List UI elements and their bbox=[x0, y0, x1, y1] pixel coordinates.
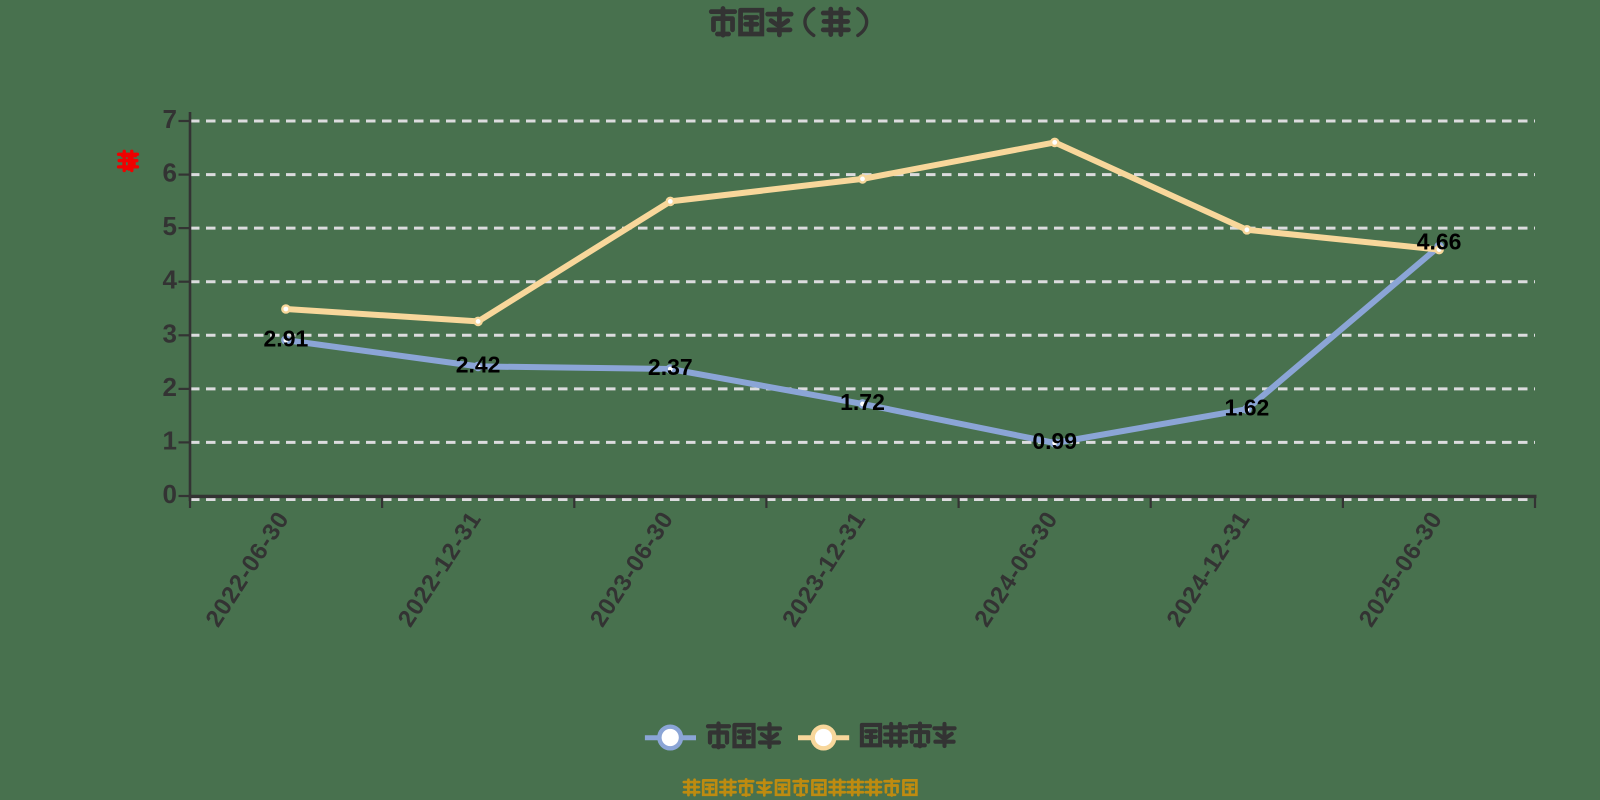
svg-text:2022-06-30: 2022-06-30 bbox=[201, 507, 295, 632]
svg-text:2022-12-31: 2022-12-31 bbox=[393, 507, 487, 632]
svg-text:2024-06-30: 2024-06-30 bbox=[969, 507, 1063, 632]
svg-text:5: 5 bbox=[163, 211, 177, 241]
svg-text:2.42: 2.42 bbox=[456, 352, 501, 378]
svg-text:2: 2 bbox=[163, 372, 177, 402]
svg-text:2025-06-30: 2025-06-30 bbox=[1354, 507, 1448, 632]
svg-text:2023-06-30: 2023-06-30 bbox=[585, 507, 679, 632]
svg-text:1.62: 1.62 bbox=[1225, 394, 1270, 420]
svg-text:7: 7 bbox=[163, 104, 177, 134]
svg-text:1.72: 1.72 bbox=[840, 389, 885, 415]
svg-text:2.37: 2.37 bbox=[648, 354, 693, 380]
svg-text:2.91: 2.91 bbox=[264, 325, 309, 351]
svg-text:2024-12-31: 2024-12-31 bbox=[1162, 507, 1256, 632]
svg-text:2023-12-31: 2023-12-31 bbox=[777, 507, 871, 632]
svg-text:0: 0 bbox=[163, 479, 177, 509]
svg-text:1: 1 bbox=[163, 425, 177, 455]
svg-text:4.66: 4.66 bbox=[1417, 228, 1462, 254]
svg-text:6: 6 bbox=[163, 158, 177, 188]
svg-text:4: 4 bbox=[163, 265, 178, 295]
svg-text:3: 3 bbox=[163, 318, 177, 348]
svg-text:0.99: 0.99 bbox=[1032, 428, 1077, 454]
